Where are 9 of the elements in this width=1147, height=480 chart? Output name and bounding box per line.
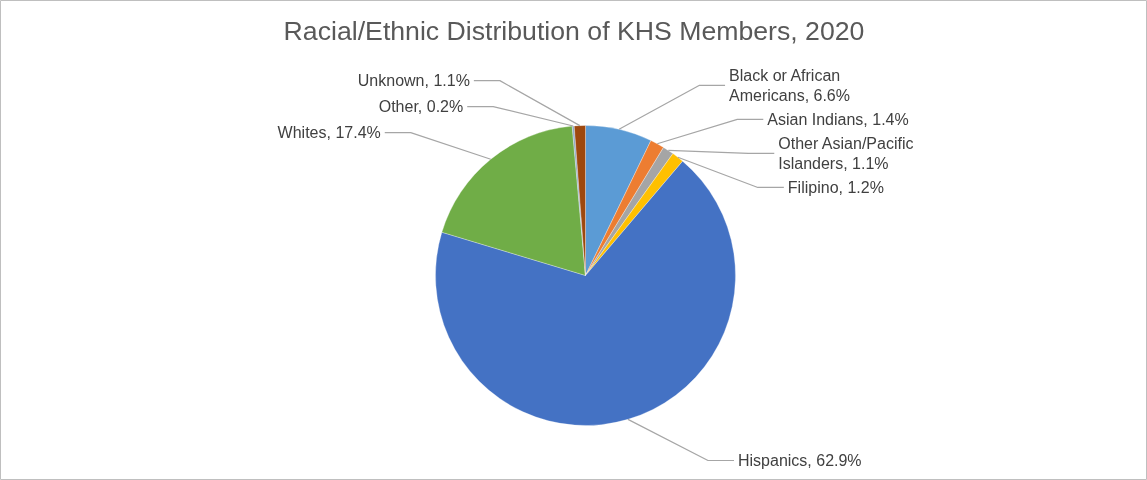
slice-label: Other Asian/Pacific Islanders, 1.1% xyxy=(778,134,914,173)
slice-label: Black or African Americans, 6.6% xyxy=(729,66,850,105)
slice-label: Unknown, 1.1% xyxy=(357,72,470,90)
slice-label: Other, 0.2% xyxy=(378,98,464,116)
slice-label: Hispanics, 62.9% xyxy=(737,452,862,469)
slice-label: Asian Indians, 1.4% xyxy=(767,110,909,128)
chart-title: Racial/Ethnic Distribution of KHS Members, 2020 xyxy=(283,15,865,46)
slice-label: Filipino, 1.2% xyxy=(787,178,884,196)
slice-label: Whites, 17.4% xyxy=(277,124,381,142)
